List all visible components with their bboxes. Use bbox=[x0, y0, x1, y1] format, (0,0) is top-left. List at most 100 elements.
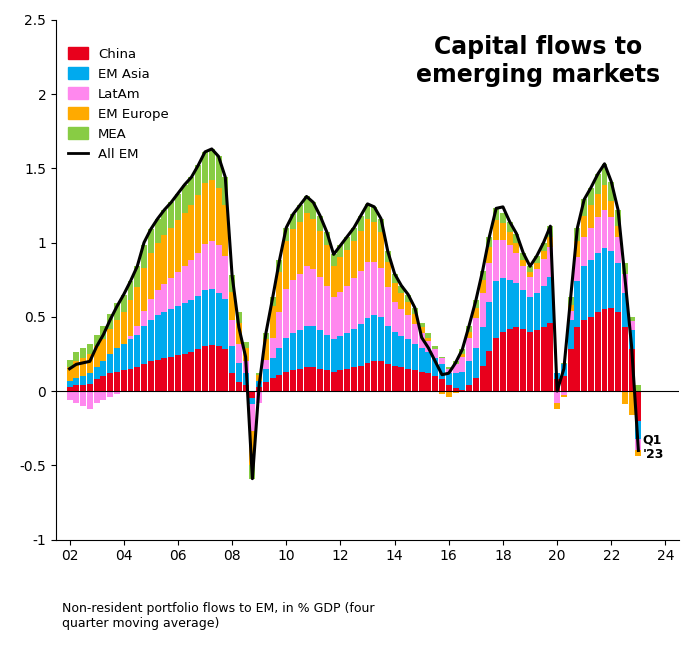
Bar bbox=[527, 332, 533, 391]
Bar bbox=[575, 327, 580, 391]
Bar bbox=[337, 291, 344, 336]
Bar bbox=[398, 293, 405, 309]
Bar bbox=[547, 276, 553, 322]
Bar bbox=[507, 232, 512, 245]
Bar bbox=[162, 313, 167, 359]
Bar bbox=[317, 216, 323, 231]
Bar bbox=[439, 365, 445, 379]
Bar bbox=[284, 372, 289, 391]
Bar bbox=[527, 266, 533, 272]
Bar bbox=[459, 357, 466, 372]
Bar bbox=[297, 205, 303, 222]
Bar bbox=[270, 307, 276, 338]
Bar bbox=[223, 205, 228, 256]
Bar bbox=[473, 348, 479, 378]
Bar bbox=[141, 311, 147, 326]
Bar bbox=[107, 314, 113, 328]
Bar bbox=[365, 318, 370, 363]
Bar bbox=[601, 164, 608, 185]
Bar bbox=[324, 245, 330, 286]
Bar bbox=[459, 349, 466, 354]
Bar bbox=[223, 177, 228, 205]
Bar bbox=[290, 333, 296, 370]
Bar bbox=[223, 349, 228, 391]
Bar bbox=[439, 391, 445, 394]
Bar bbox=[87, 391, 93, 409]
Bar bbox=[601, 249, 608, 309]
Bar bbox=[330, 297, 337, 339]
Bar bbox=[236, 382, 241, 391]
Bar bbox=[426, 333, 431, 338]
Bar bbox=[494, 220, 499, 240]
Bar bbox=[527, 272, 533, 276]
Bar bbox=[432, 347, 438, 349]
Bar bbox=[94, 367, 99, 379]
Bar bbox=[297, 330, 303, 368]
Bar bbox=[575, 257, 580, 281]
Bar bbox=[575, 228, 580, 241]
Bar bbox=[223, 256, 228, 299]
Bar bbox=[446, 391, 452, 397]
Bar bbox=[127, 368, 134, 391]
Bar bbox=[432, 376, 438, 391]
Bar bbox=[514, 243, 519, 253]
Bar bbox=[209, 289, 215, 345]
Bar bbox=[629, 391, 635, 415]
Bar bbox=[540, 259, 547, 286]
Bar bbox=[284, 228, 289, 241]
Bar bbox=[351, 367, 357, 391]
Bar bbox=[344, 250, 350, 286]
Bar bbox=[216, 157, 221, 188]
Bar bbox=[182, 303, 188, 354]
Bar bbox=[547, 247, 553, 276]
Bar bbox=[371, 222, 377, 262]
Bar bbox=[249, 405, 256, 431]
Bar bbox=[426, 353, 431, 373]
Bar bbox=[608, 182, 615, 201]
Bar bbox=[601, 210, 608, 249]
Bar bbox=[446, 367, 452, 368]
Bar bbox=[608, 308, 615, 391]
Bar bbox=[473, 308, 479, 318]
Bar bbox=[426, 373, 431, 391]
Bar bbox=[534, 330, 540, 391]
Bar bbox=[270, 338, 276, 359]
Bar bbox=[249, 399, 256, 405]
Bar bbox=[209, 180, 215, 241]
Bar bbox=[629, 321, 635, 330]
Bar bbox=[358, 231, 364, 270]
Bar bbox=[209, 241, 215, 289]
Bar bbox=[209, 345, 215, 391]
Bar bbox=[446, 385, 452, 391]
Bar bbox=[473, 378, 479, 391]
Bar bbox=[80, 385, 86, 391]
Bar bbox=[351, 228, 357, 241]
Bar bbox=[405, 368, 411, 391]
Bar bbox=[378, 268, 384, 316]
Bar bbox=[243, 373, 248, 385]
Bar bbox=[500, 223, 506, 240]
Bar bbox=[466, 385, 472, 391]
Bar bbox=[365, 363, 370, 391]
Bar bbox=[622, 263, 628, 274]
Bar bbox=[188, 301, 195, 353]
Bar bbox=[561, 365, 567, 376]
All EM bbox=[248, 474, 257, 482]
Bar bbox=[87, 384, 93, 391]
Bar bbox=[622, 327, 628, 391]
Bar bbox=[162, 284, 167, 313]
Bar bbox=[310, 326, 316, 367]
Bar bbox=[358, 270, 364, 324]
Bar bbox=[378, 316, 384, 361]
Bar bbox=[256, 380, 262, 387]
Bar bbox=[66, 380, 73, 387]
Bar bbox=[466, 332, 472, 338]
Bar bbox=[216, 188, 221, 245]
Bar bbox=[324, 370, 330, 391]
Bar bbox=[175, 307, 181, 355]
Bar bbox=[514, 234, 519, 243]
Bar bbox=[412, 314, 418, 324]
Bar bbox=[601, 185, 608, 210]
Bar bbox=[405, 302, 411, 315]
All EM bbox=[160, 206, 169, 214]
